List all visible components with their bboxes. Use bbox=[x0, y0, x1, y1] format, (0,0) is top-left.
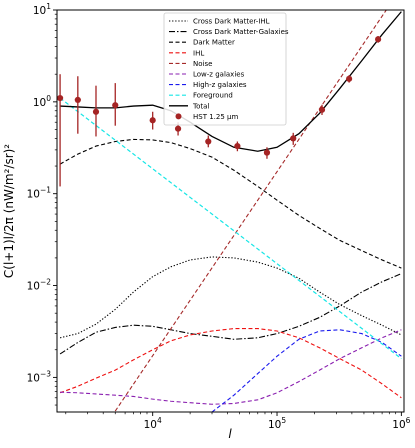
data-point bbox=[290, 135, 297, 142]
legend-label-low-z-galaxies: Low-z galaxies bbox=[193, 71, 245, 79]
y-tick-label: 101 bbox=[33, 2, 51, 17]
legend-label-noise: Noise bbox=[193, 60, 212, 68]
series-line-cross-dark-matter-ihl bbox=[59, 256, 402, 339]
x-tick-label: 104 bbox=[144, 416, 162, 431]
ticks-layer: 104 105 106 10−3 10−2 10−1 100 101 bbox=[27, 2, 411, 431]
legend-label-cross-dark-matter-galaxies: Cross Dark Matter-Galaxies bbox=[193, 28, 289, 36]
legend-marker-hst bbox=[175, 113, 182, 120]
legend-label-cross-dark-matter-ihl: Cross Dark Matter-IHL bbox=[193, 18, 270, 26]
x-axis-label: l bbox=[228, 427, 232, 441]
series-line-ihl bbox=[59, 328, 402, 399]
y-tick-label: 10−1 bbox=[27, 186, 52, 201]
data-point bbox=[205, 138, 212, 145]
x-tick-label: 106 bbox=[392, 416, 410, 431]
legend-box bbox=[163, 12, 287, 126]
data-point bbox=[112, 102, 119, 109]
data-point bbox=[346, 75, 353, 82]
y-axis-label: C(l+1)l/2π (nW/m²/sr)² bbox=[2, 144, 16, 278]
data-point bbox=[263, 149, 271, 156]
legend-label-foreground: Foreground bbox=[193, 92, 233, 100]
plot-frame bbox=[56, 9, 405, 413]
data-point bbox=[375, 36, 382, 43]
data-point bbox=[74, 96, 81, 104]
series-line-high-z-galaxies bbox=[211, 329, 402, 412]
data-point bbox=[174, 125, 182, 132]
data-point bbox=[318, 106, 326, 113]
x-tick-label: 105 bbox=[268, 416, 286, 431]
data-points-layer bbox=[57, 36, 382, 187]
series-line-cross-dark-matter-galaxies bbox=[59, 273, 402, 355]
series-line-noise bbox=[114, 10, 387, 412]
legend-label-ihl: IHL bbox=[193, 49, 204, 57]
y-tick-label: 10−3 bbox=[27, 369, 52, 384]
legend-label-total: Total bbox=[192, 102, 209, 110]
legend-label-high-z-galaxies: High-z galaxies bbox=[193, 81, 247, 89]
series-line-low-z-galaxies bbox=[60, 329, 402, 405]
series-line-dark-matter bbox=[59, 138, 402, 269]
series-line-foreground bbox=[59, 97, 402, 360]
legend-label-dark-matter: Dark Matter bbox=[193, 39, 235, 47]
legend-label-hst: HST 1.25 μm bbox=[193, 113, 238, 121]
y-tick-label: 100 bbox=[33, 94, 51, 109]
data-point bbox=[92, 108, 100, 115]
legend: Cross Dark Matter-IHL Cross Dark Matter-G… bbox=[163, 12, 289, 126]
series-line-total bbox=[60, 11, 402, 152]
data-point bbox=[149, 117, 156, 124]
data-point bbox=[234, 142, 241, 150]
data-point bbox=[57, 94, 64, 102]
series-layer bbox=[59, 10, 402, 412]
y-tick-label: 10−2 bbox=[27, 278, 52, 293]
